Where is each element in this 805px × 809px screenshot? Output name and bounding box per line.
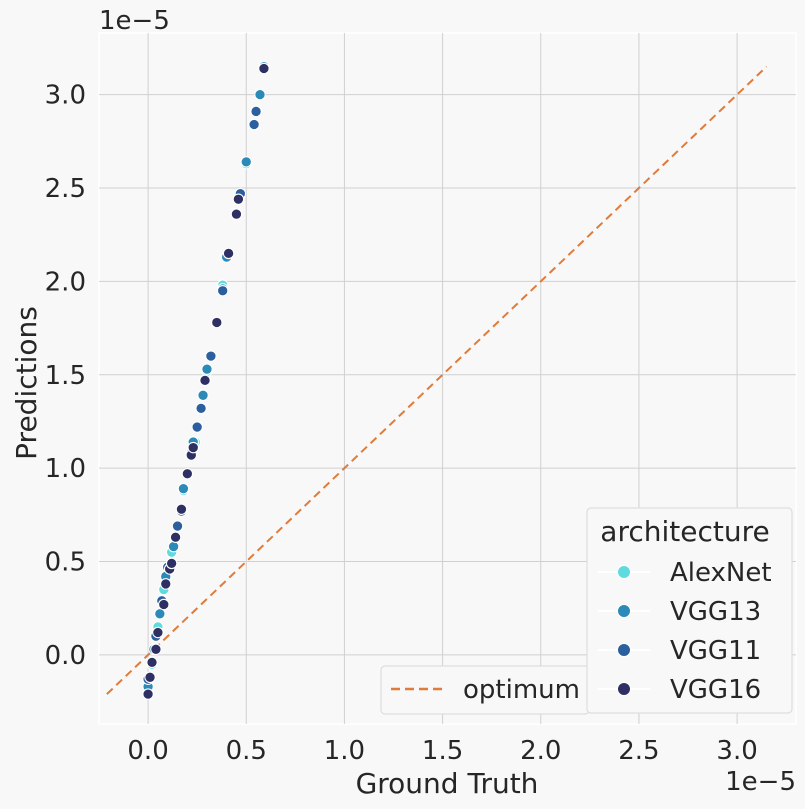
- point-vgg13: [197, 389, 209, 402]
- point-vgg16: [150, 643, 162, 656]
- point-vgg11: [216, 284, 229, 297]
- legend-label-vgg11: VGG11: [670, 636, 761, 666]
- x-tick-label: 1.5: [422, 736, 463, 766]
- point-vgg16: [158, 598, 170, 611]
- legend-marker-alexnet: [617, 565, 631, 579]
- point-vgg16: [232, 193, 245, 205]
- point-vgg16: [258, 62, 270, 75]
- x-tick-label: 0.5: [226, 736, 267, 766]
- grid: [99, 33, 796, 724]
- point-vgg16: [160, 578, 172, 590]
- optimum-legend-label: optimum: [463, 675, 580, 705]
- legend-marker-vgg16: [617, 682, 631, 696]
- point-vgg16: [211, 316, 223, 329]
- architecture-legend-box: [586, 507, 793, 714]
- y-offset-text: 1e−5: [99, 6, 170, 36]
- point-vgg11: [205, 350, 217, 362]
- point-vgg16: [169, 531, 182, 543]
- x-tick-label: 2.0: [520, 736, 561, 766]
- y-tick-label: 1.0: [45, 454, 86, 484]
- optimum-line: [106, 65, 768, 695]
- point-vgg11: [248, 118, 260, 131]
- x-tick-label: 3.0: [716, 736, 757, 766]
- point-vgg11: [195, 402, 207, 415]
- point-vgg11: [171, 520, 184, 532]
- point-vgg16: [181, 467, 194, 480]
- optimum-legend: optimum: [380, 665, 590, 715]
- point-vgg16: [144, 671, 156, 684]
- point-vgg13: [167, 540, 180, 553]
- legend-marker-vgg13: [617, 604, 631, 618]
- y-axis-label: Predictions: [10, 306, 43, 460]
- legend-marker-vgg11: [617, 643, 631, 657]
- x-tick-label: 2.5: [618, 736, 659, 766]
- point-vgg16: [222, 247, 235, 260]
- x-axis-label: Ground Truth: [356, 767, 539, 800]
- x-tick-labels: 0.0 0.5 1.0 1.5 2.0 2.5 3.0: [127, 736, 757, 766]
- y-tick-label: 0.0: [45, 641, 86, 671]
- point-vgg16: [230, 208, 243, 220]
- point-vgg16: [175, 503, 188, 515]
- y-tick-label: 2.5: [45, 174, 86, 204]
- point-vgg16: [142, 688, 154, 700]
- x-tick-label: 0.0: [127, 736, 168, 766]
- x-offset-text: 1e−5: [725, 767, 796, 797]
- data-points: [142, 60, 270, 700]
- point-vgg13: [201, 363, 213, 375]
- optimum-line-group: [106, 65, 768, 695]
- x-tick-label: 1.0: [324, 736, 365, 766]
- point-vgg16: [165, 557, 178, 570]
- y-tick-label: 0.5: [45, 548, 86, 578]
- point-vgg13: [254, 88, 266, 101]
- y-tick-label: 2.0: [45, 267, 86, 297]
- y-tick-label: 3.0: [45, 81, 86, 111]
- point-vgg16: [152, 626, 164, 639]
- point-vgg11: [250, 105, 262, 118]
- architecture-legend-title: architecture: [600, 515, 769, 548]
- architecture-legend: architecture AlexNet VGG13 VGG11 VGG16: [586, 507, 793, 714]
- legend-label-alexnet: AlexNet: [670, 558, 772, 588]
- point-vgg13: [240, 156, 253, 168]
- y-tick-labels: 0.0 0.5 1.0 1.5 2.0 2.5 3.0: [45, 81, 86, 671]
- y-tick-label: 1.5: [45, 361, 86, 391]
- point-vgg16: [146, 656, 158, 669]
- legend-label-vgg13: VGG13: [670, 597, 761, 627]
- point-vgg11: [191, 421, 203, 433]
- point-vgg16: [187, 441, 199, 454]
- point-vgg13: [177, 482, 190, 495]
- architecture-legend-items: AlexNet VGG13 VGG11 VGG16: [598, 558, 772, 705]
- point-vgg16: [199, 374, 211, 387]
- legend-label-vgg16: VGG16: [670, 675, 761, 705]
